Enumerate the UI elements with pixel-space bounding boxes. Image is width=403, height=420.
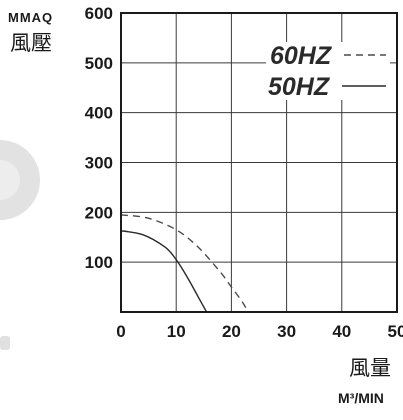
- legend-label-50hz: 50HZ: [268, 73, 331, 101]
- legend-background: [266, 42, 390, 100]
- y-tick-label-100: 100: [85, 253, 113, 272]
- y-axis-title: 風壓: [10, 32, 52, 55]
- x-axis-unit: M³/MIN: [338, 390, 384, 406]
- y-tick-label-200: 200: [85, 203, 113, 222]
- y-tick-label-300: 300: [85, 154, 113, 173]
- x-tick-labels: 0 10 20 30 40 50: [116, 322, 403, 341]
- legend-label-60hz: 60HZ: [270, 42, 333, 70]
- y-tick-label-400: 400: [85, 104, 113, 123]
- x-tick-label-40: 40: [332, 322, 351, 341]
- x-tick-label-10: 10: [167, 322, 186, 341]
- x-tick-label-0: 0: [116, 322, 125, 341]
- series-line-50hz: [120, 230, 208, 313]
- y-tick-label-600: 600: [85, 4, 113, 23]
- left-edge-decoration: [0, 140, 40, 350]
- partial-circle-inner-icon: [0, 160, 20, 200]
- x-tick-label-30: 30: [277, 322, 296, 341]
- small-block-icon: [0, 336, 10, 350]
- x-axis-title: 風量: [349, 357, 391, 380]
- x-tick-label-20: 20: [222, 322, 241, 341]
- plot-frame: [120, 12, 398, 313]
- y-axis-unit: MMAQ: [8, 10, 53, 25]
- series-line-60hz: [120, 214, 249, 313]
- y-tick-labels: 100 200 300 400 500 600: [85, 4, 113, 272]
- series-lines: [120, 214, 249, 313]
- y-tick-label-500: 500: [85, 54, 113, 73]
- plot-border: [120, 12, 398, 313]
- x-tick-label-50: 50: [388, 322, 403, 341]
- legend: 60HZ 50HZ: [266, 42, 390, 101]
